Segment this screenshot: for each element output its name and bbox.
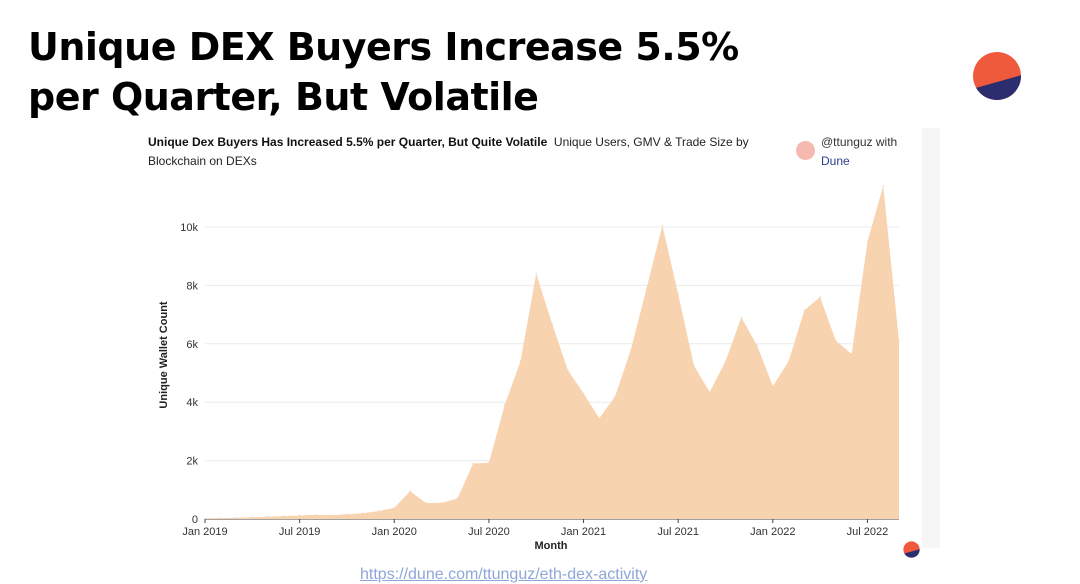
- data-point: [882, 185, 884, 187]
- data-point: [283, 515, 285, 517]
- chart-subtitle: Unique Users, GMV & Trade Size by Blockc…: [148, 135, 749, 168]
- x-tick-label: Jan 2022: [750, 526, 795, 538]
- x-tick-label: Jul 2019: [279, 526, 321, 538]
- x-tick-label: Jul 2021: [657, 526, 699, 538]
- data-point: [614, 395, 616, 398]
- credit-text: @ttunguz with: [821, 135, 898, 149]
- x-tick-label: Jul 2020: [468, 526, 510, 538]
- data-point: [567, 369, 569, 371]
- footer-link[interactable]: https://dune.com/ttunguz/eth-dex-activit…: [360, 566, 648, 583]
- data-point: [803, 309, 806, 312]
- data-point: [645, 287, 648, 290]
- data-point: [772, 385, 774, 387]
- data-point: [787, 360, 790, 363]
- data-point: [740, 316, 743, 319]
- data-point: [330, 514, 333, 516]
- chart-title-bold: Unique Dex Buyers Has Increased 5.5% per…: [148, 135, 548, 149]
- x-tick-label: Jul 2022: [847, 526, 889, 538]
- data-point: [708, 391, 711, 393]
- data-point: [377, 510, 380, 512]
- data-point: [724, 360, 727, 363]
- data-point: [598, 417, 601, 420]
- credit: @ttunguz with Dune: [821, 133, 897, 171]
- data-point: [298, 514, 301, 517]
- series-area: [205, 186, 899, 519]
- y-tick-label: 6k: [186, 339, 198, 351]
- data-point: [693, 364, 695, 367]
- data-point: [819, 296, 821, 298]
- credit-avatar-icon: [796, 141, 815, 160]
- brand-logo-icon: [973, 52, 1021, 100]
- data-point: [204, 517, 206, 520]
- slide-title: Unique DEX Buyers Increase 5.5% per Quar…: [28, 25, 739, 119]
- y-tick-label: 10k: [180, 222, 198, 234]
- data-point: [251, 516, 254, 518]
- side-strip: [922, 128, 940, 548]
- data-point: [346, 513, 348, 516]
- data-point: [756, 344, 758, 347]
- data-point: [472, 462, 474, 465]
- x-tick-label: Jan 2019: [182, 526, 227, 538]
- data-point: [519, 360, 522, 363]
- data-point: [898, 340, 900, 342]
- data-point: [850, 353, 853, 355]
- x-tick-label: Jan 2020: [372, 526, 417, 538]
- data-point: [630, 348, 632, 351]
- chart-title: Unique Dex Buyers Has Increased 5.5% per…: [148, 133, 788, 171]
- mini-logo-icon: [903, 541, 920, 558]
- data-point: [314, 514, 317, 516]
- x-tick-label: Jan 2021: [561, 526, 606, 538]
- data-point: [866, 240, 869, 243]
- data-point: [551, 322, 553, 325]
- y-tick-label: 4k: [186, 397, 198, 409]
- dune-link[interactable]: Dune: [821, 154, 850, 168]
- data-point: [535, 272, 537, 275]
- data-point: [677, 293, 679, 296]
- data-point: [409, 490, 411, 493]
- data-point: [582, 392, 585, 395]
- data-point: [361, 512, 364, 514]
- data-point: [661, 224, 664, 227]
- data-point: [425, 502, 427, 504]
- x-axis-label: Month: [535, 540, 568, 552]
- data-point: [488, 462, 490, 464]
- data-point: [440, 502, 443, 504]
- y-tick-label: 2k: [186, 456, 198, 468]
- data-point: [456, 497, 459, 500]
- y-tick-label: 0: [192, 514, 198, 526]
- data-point: [835, 340, 837, 342]
- y-tick-label: 8k: [186, 280, 198, 292]
- data-point: [503, 404, 506, 406]
- data-point: [220, 517, 222, 519]
- logo-bottom-half: [973, 75, 1021, 100]
- data-point: [235, 517, 238, 519]
- data-point: [267, 515, 269, 518]
- data-point: [393, 507, 396, 509]
- y-axis-label: Unique Wallet Count: [158, 301, 170, 408]
